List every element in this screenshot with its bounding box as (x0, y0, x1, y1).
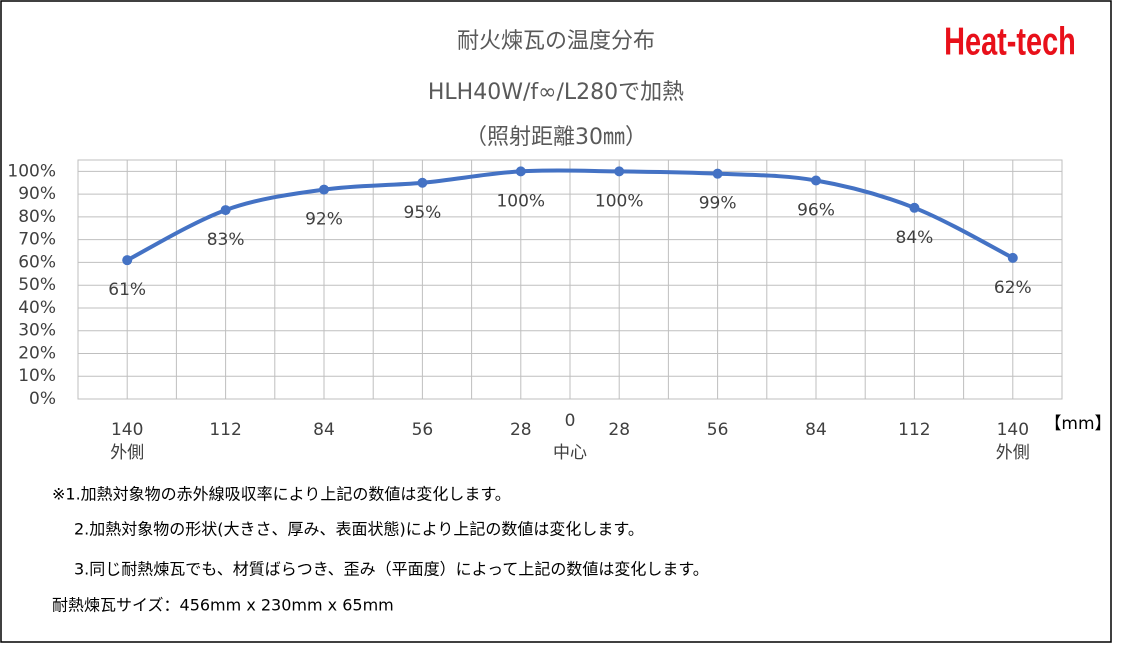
point (1007, 252, 1018, 263)
chart-subtitle: HLH40W/f∞/L280で加熱 (428, 80, 684, 105)
value-label: 84% (896, 228, 934, 248)
x-center-label: 0 (565, 411, 576, 431)
point (909, 202, 920, 213)
y-tick-label: 80% (18, 207, 56, 227)
value-label: 99% (699, 194, 737, 214)
x-sublabel: 外側 (996, 443, 1030, 463)
plot-border (77, 159, 1063, 400)
x-tick-label: 28 (608, 420, 630, 440)
value-label: 83% (207, 230, 245, 250)
logo: Heat-tech (944, 20, 1076, 63)
x-tick-label: 84 (313, 420, 335, 440)
line (125, 168, 1015, 263)
point (614, 166, 625, 177)
x-tick-label: 56 (412, 420, 434, 440)
x-tick-label: 140 (111, 420, 143, 440)
value-label: 92% (305, 210, 343, 230)
point (220, 205, 231, 216)
point (417, 177, 428, 188)
x-tick-label: 140 (997, 420, 1029, 440)
x-tick-label: 28 (510, 420, 532, 440)
chart-title: 耐火煉瓦の温度分布 (457, 29, 655, 54)
frame (0, 0, 1112, 643)
x-sublabel: 外側 (110, 443, 144, 463)
point (515, 166, 526, 177)
point (712, 168, 723, 179)
note: 3.同じ耐熱煉瓦でも、材質ばらつき、歪み（平面度）によって上記の数値は変化します… (74, 560, 709, 579)
note: 耐熱煉瓦サイズ：456mm x 230mm x 65mm (52, 596, 394, 615)
y-tick-label: 100% (7, 161, 56, 181)
x-center-sublabel: 中心 (553, 443, 587, 463)
x-tick-label: 56 (707, 420, 729, 440)
y-tick-label: 90% (18, 184, 56, 204)
value-label: 100% (496, 191, 545, 211)
value-label: 61% (108, 280, 146, 300)
point (122, 255, 133, 266)
note: 2.加熱対象物の形状(大きさ、厚み、表面状態)により上記の数値は変化します。 (74, 520, 644, 539)
y-tick-label: 50% (18, 275, 56, 295)
y-tick-label: 70% (18, 230, 56, 250)
value-label: 62% (994, 278, 1032, 298)
note: ※1.加熱対象物の赤外線吸収率により上記の数値は変化します。 (52, 485, 511, 504)
y-tick-label: 10% (18, 366, 56, 386)
y-tick-label: 60% (18, 252, 56, 272)
value-label: 100% (595, 191, 644, 211)
y-tick-label: 20% (18, 343, 56, 363)
x-unit: 【mm】 (1044, 414, 1111, 434)
y-tick-label: 40% (18, 298, 56, 318)
chart-subtitle: （照射距離30㎜） (465, 125, 647, 150)
value-label: 96% (797, 200, 835, 220)
y-tick-label: 30% (18, 321, 56, 341)
point (319, 184, 329, 195)
x-tick-label: 84 (805, 420, 827, 440)
x-tick-label: 112 (209, 420, 241, 440)
x-tick-label: 112 (898, 420, 930, 440)
point (811, 175, 821, 186)
y-tick-label: 0% (29, 389, 56, 409)
value-label: 95% (404, 203, 442, 223)
